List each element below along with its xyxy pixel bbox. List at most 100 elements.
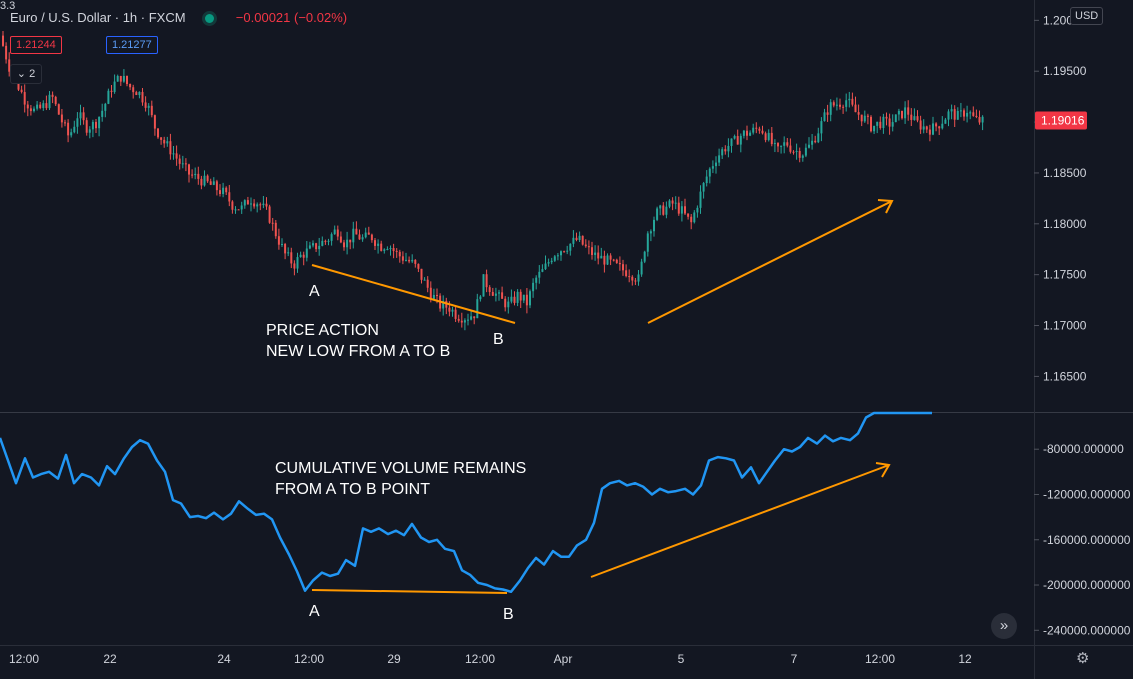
candle-body xyxy=(225,187,228,193)
candle-body xyxy=(110,90,113,92)
candle-body xyxy=(98,116,101,129)
candle-body xyxy=(584,244,587,247)
candle-body xyxy=(746,130,748,136)
candle-body xyxy=(594,252,597,255)
candle-body xyxy=(932,123,934,135)
candle-body xyxy=(981,116,984,123)
sell-price-button[interactable]: 1.21244 xyxy=(10,36,62,54)
candle-body xyxy=(922,126,925,130)
candle-body xyxy=(798,150,801,158)
candle-body xyxy=(209,181,212,185)
gear-icon[interactable]: ⚙ xyxy=(1076,650,1090,667)
candle-body xyxy=(591,247,593,255)
candle-body xyxy=(327,240,330,242)
candle-body xyxy=(773,143,776,145)
candle-body xyxy=(767,132,770,141)
candle-body xyxy=(305,248,308,258)
volume-tick-label: -80000.000000 xyxy=(1043,442,1124,456)
candle-body xyxy=(82,112,85,121)
candle-body xyxy=(643,251,646,262)
candle-body xyxy=(73,126,76,133)
spread-value: 3.3 xyxy=(0,0,16,12)
candle-body xyxy=(736,136,739,145)
candle-body xyxy=(646,233,649,252)
candle-body xyxy=(817,133,820,143)
candle-body xyxy=(708,168,711,177)
candle-body xyxy=(191,174,194,176)
candle-body xyxy=(51,94,54,97)
price-change: −0.00021 (−0.02%) xyxy=(235,10,348,25)
candle-body xyxy=(966,112,969,117)
symbol-title[interactable]: Euro / U.S. Dollar · 1h · FXCM xyxy=(10,10,186,25)
candle-body xyxy=(739,135,742,145)
time-tick-label: Apr xyxy=(554,652,573,666)
candle-body xyxy=(281,243,283,245)
candle-body xyxy=(33,108,35,112)
candle-body xyxy=(975,115,978,118)
candle-body xyxy=(978,117,981,123)
price-tick-label: 1.18000 xyxy=(1043,217,1087,231)
candle-body xyxy=(609,255,612,260)
candle-body xyxy=(169,141,172,155)
candle-body xyxy=(349,239,352,243)
candle-body xyxy=(947,111,950,120)
candle-body xyxy=(122,75,125,82)
candle-body xyxy=(126,75,128,84)
point-b-label: B xyxy=(503,606,514,623)
price-tick-label: 1.18500 xyxy=(1043,166,1087,180)
candle-body xyxy=(755,127,758,129)
scroll-to-realtime-button[interactable]: » xyxy=(991,613,1017,639)
time-tick-label: 12:00 xyxy=(294,652,324,666)
candle-body xyxy=(941,123,944,129)
candle-body xyxy=(467,319,469,321)
currency-button[interactable]: USD xyxy=(1070,7,1104,25)
volume-tick-label: -200000.000000 xyxy=(1043,578,1131,592)
candle-body xyxy=(147,105,150,108)
candle-body xyxy=(107,90,110,104)
candle-body xyxy=(801,155,804,158)
candle-body xyxy=(426,279,429,288)
time-tick-label: 12:00 xyxy=(465,652,495,666)
candle-body xyxy=(969,112,972,114)
candle-body xyxy=(336,229,339,237)
candle-body xyxy=(693,212,696,223)
candle-body xyxy=(631,276,634,281)
candle-body xyxy=(522,294,525,301)
collapse-indicators-button[interactable]: ⌄ 2 xyxy=(10,64,42,84)
chevron-down-icon: ⌄ xyxy=(16,68,27,80)
candle-body xyxy=(575,237,578,240)
candle-body xyxy=(959,110,962,112)
candle-body xyxy=(944,119,947,124)
candle-body xyxy=(184,163,187,165)
candle-body xyxy=(119,75,122,82)
volume-flat-line xyxy=(311,589,508,594)
candle-body xyxy=(659,205,662,209)
candle-body xyxy=(451,309,454,312)
candle-body xyxy=(265,203,268,207)
price-tick-label: 1.17000 xyxy=(1043,319,1087,333)
buy-price-button[interactable]: 1.21277 xyxy=(106,36,158,54)
price-uptrend-arrow xyxy=(647,200,893,324)
candle-body xyxy=(88,129,91,133)
candle-body xyxy=(383,249,386,251)
candle-body xyxy=(355,228,358,235)
candle-body xyxy=(494,293,497,296)
candle-body xyxy=(231,201,234,210)
candle-body xyxy=(141,91,144,103)
time-tick-label: 12 xyxy=(958,652,972,666)
market-status-icon xyxy=(205,14,215,24)
candle-body xyxy=(808,144,810,148)
candle-body xyxy=(8,59,11,72)
candle-body xyxy=(442,300,445,309)
candle-body xyxy=(885,116,888,119)
candle-body xyxy=(67,122,70,136)
candle-body xyxy=(135,92,138,96)
candle-body xyxy=(48,94,51,109)
candle-body xyxy=(581,235,584,245)
candle-body xyxy=(212,181,215,185)
candle-body xyxy=(392,248,395,251)
price-divergence-line xyxy=(311,264,516,324)
candle-body xyxy=(851,98,854,105)
volume-tick-label: -120000.000000 xyxy=(1043,487,1131,501)
